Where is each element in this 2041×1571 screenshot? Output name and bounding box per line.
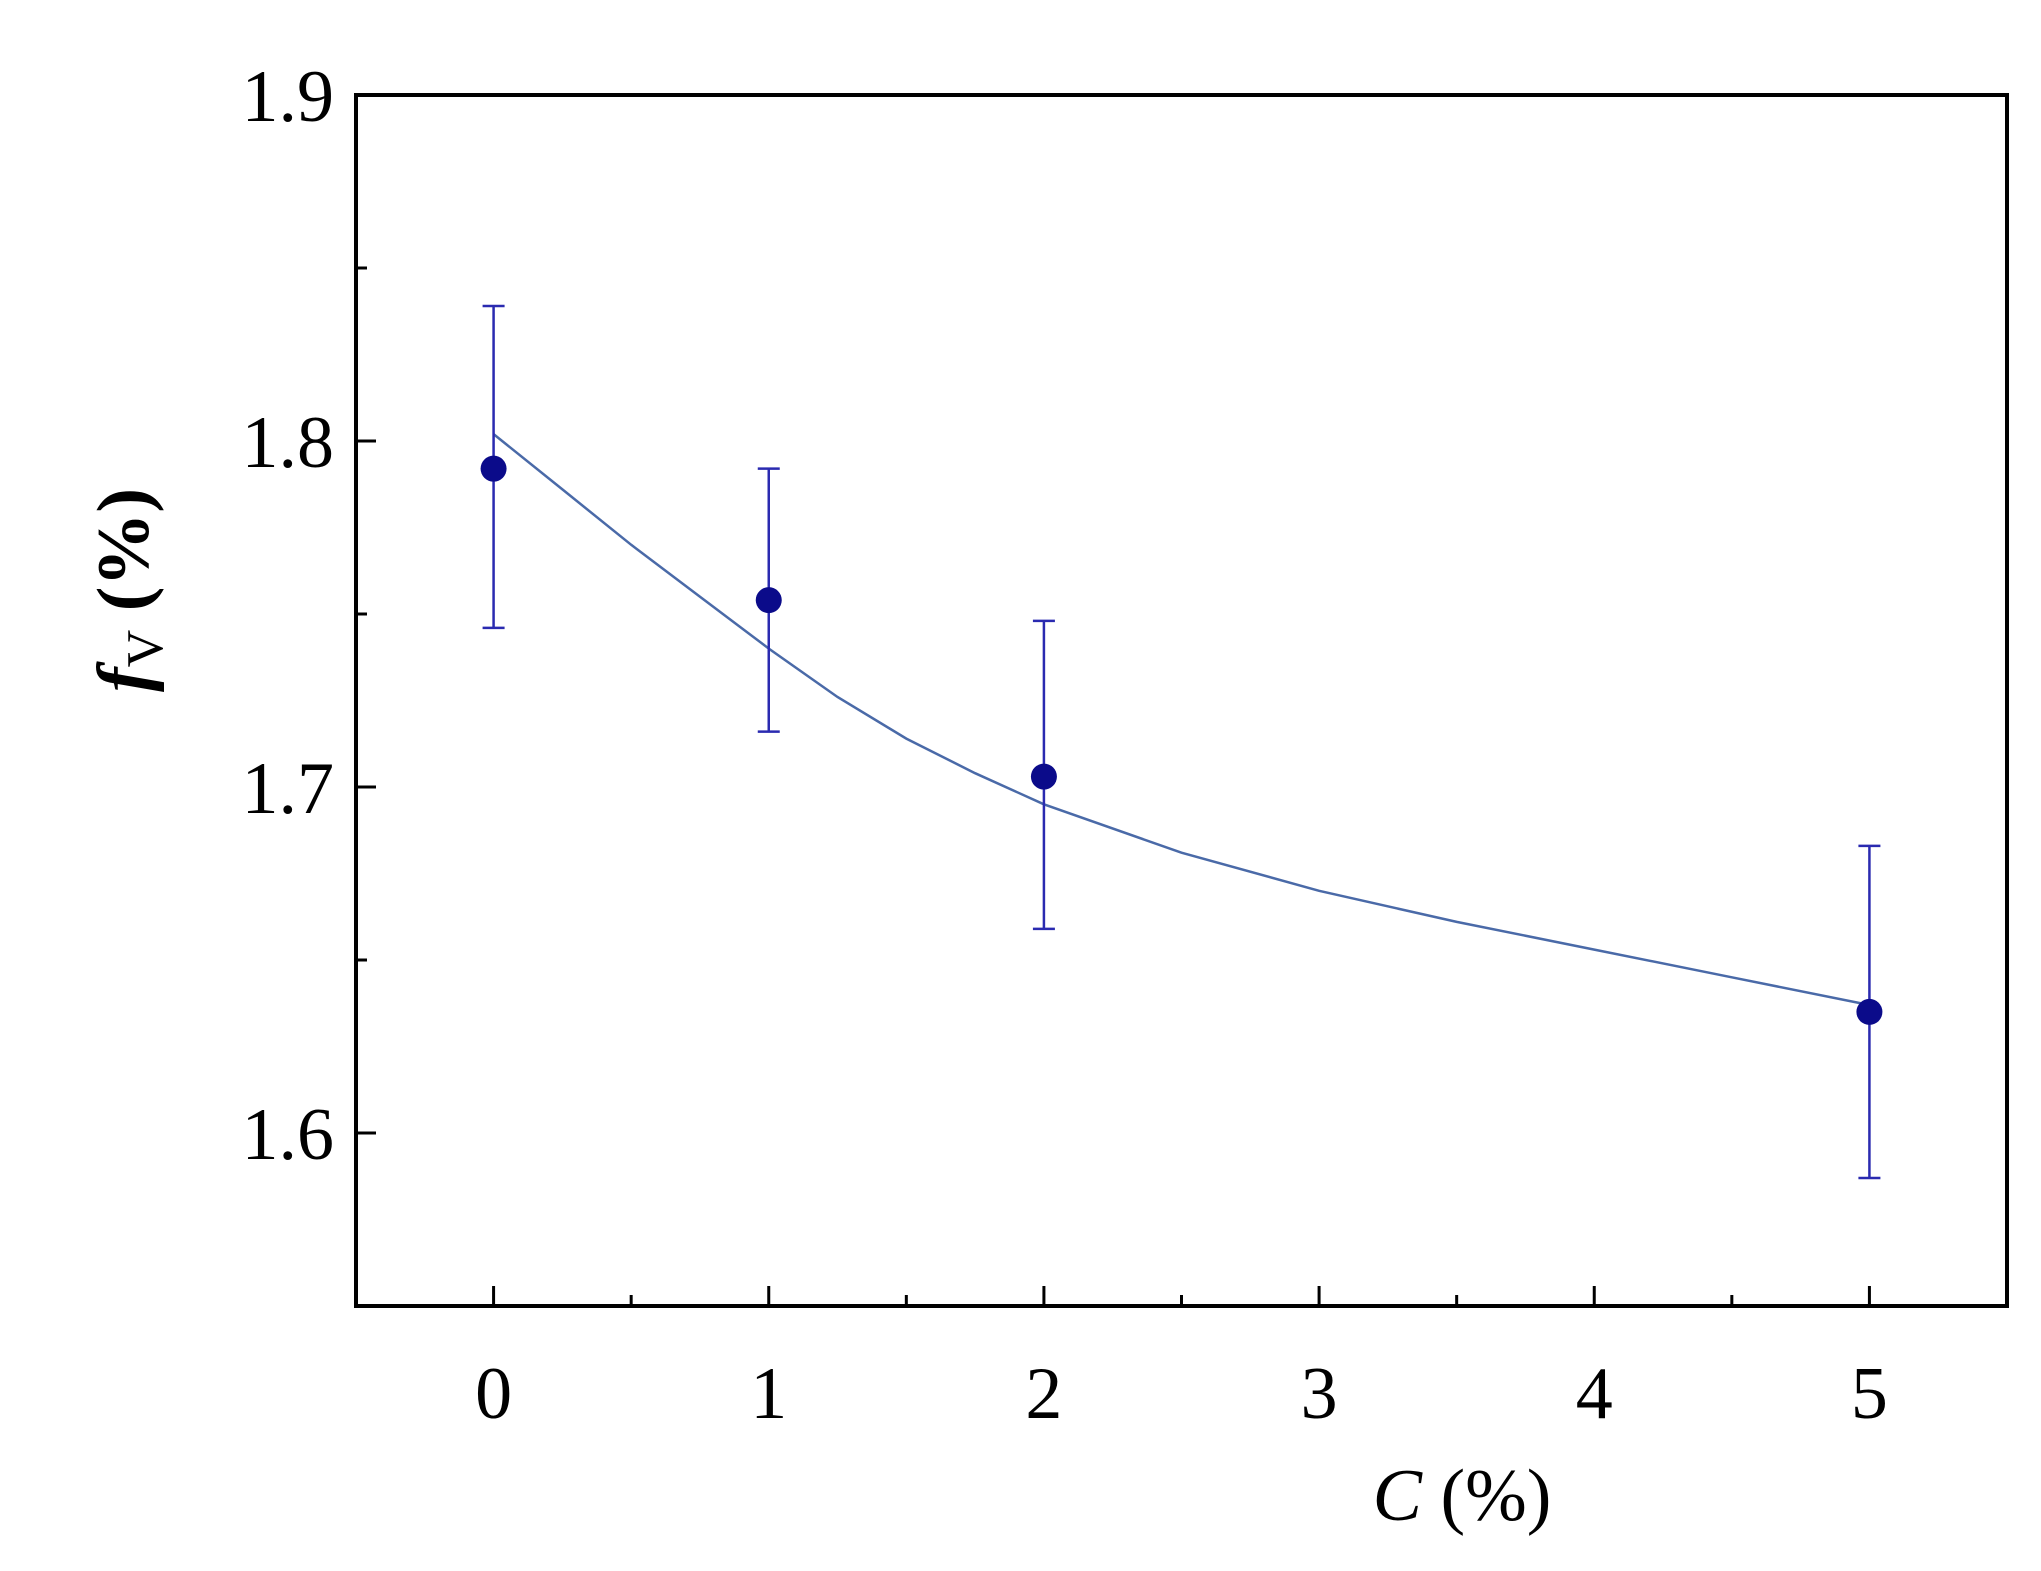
data-point [755,587,782,614]
y-axis-ticks: 1.6 1.7 1.8 1.9 [242,56,376,1176]
x-tick-label: 4 [1576,1353,1613,1435]
data-points-layer [480,455,1883,1025]
y-axis-title: fV (%) [83,488,174,692]
y-tick-label: 1.9 [242,56,335,138]
x-tick-label: 3 [1301,1353,1338,1435]
x-tick-label: 5 [1851,1353,1888,1435]
y-tick-label: 1.8 [242,402,335,484]
y-tick-label: 1.7 [242,748,335,830]
x-axis-title: C (%) [1373,1455,1552,1537]
data-point [1856,998,1883,1025]
error-bars-layer [482,304,1881,1180]
x-axis-ticks: 0 1 2 3 4 5 [475,1286,1888,1435]
data-point [480,455,507,482]
x-tick-label: 0 [475,1353,512,1435]
fit-curve-layer [492,433,1870,1007]
fit-curve [492,433,1870,1007]
x-tick-label: 2 [1025,1353,1062,1435]
data-point [1030,763,1057,790]
plot-frame [354,93,2009,1308]
y-tick-label: 1.6 [242,1094,335,1176]
x-tick-label: 1 [750,1353,787,1435]
